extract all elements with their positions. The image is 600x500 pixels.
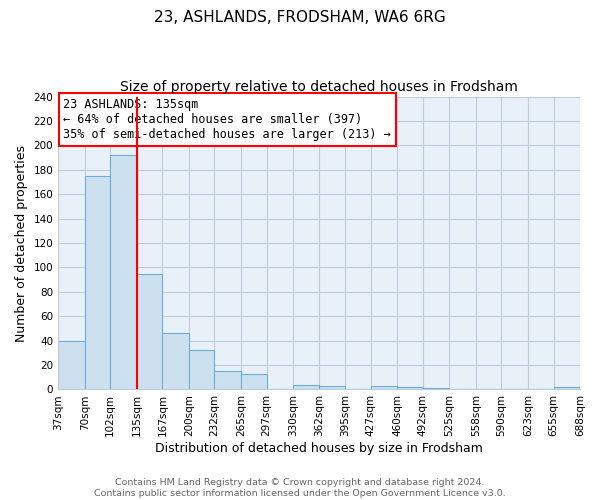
Bar	[163, 334, 189, 390]
Bar	[85, 176, 110, 390]
Bar	[241, 374, 266, 390]
Text: Contains HM Land Registry data © Crown copyright and database right 2024.
Contai: Contains HM Land Registry data © Crown c…	[94, 478, 506, 498]
Bar	[58, 340, 85, 390]
Bar	[319, 386, 345, 390]
Bar	[554, 387, 580, 390]
Bar	[137, 274, 163, 390]
Bar	[423, 388, 449, 390]
Bar	[293, 384, 319, 390]
Bar	[371, 386, 397, 390]
Bar	[110, 155, 137, 390]
Text: 23, ASHLANDS, FRODSHAM, WA6 6RG: 23, ASHLANDS, FRODSHAM, WA6 6RG	[154, 10, 446, 25]
Text: 23 ASHLANDS: 135sqm
← 64% of detached houses are smaller (397)
35% of semi-detac: 23 ASHLANDS: 135sqm ← 64% of detached ho…	[64, 98, 391, 141]
Y-axis label: Number of detached properties: Number of detached properties	[15, 144, 28, 342]
X-axis label: Distribution of detached houses by size in Frodsham: Distribution of detached houses by size …	[155, 442, 483, 455]
Title: Size of property relative to detached houses in Frodsham: Size of property relative to detached ho…	[120, 80, 518, 94]
Bar	[189, 350, 214, 390]
Bar	[397, 387, 423, 390]
Bar	[214, 371, 241, 390]
